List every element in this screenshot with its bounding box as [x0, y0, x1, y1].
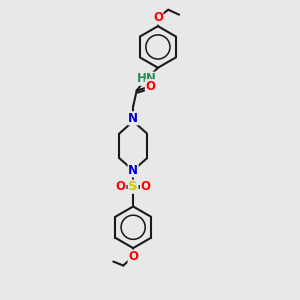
Text: N: N: [128, 112, 138, 125]
Text: O: O: [146, 80, 155, 93]
Text: O: O: [153, 11, 163, 24]
Text: HN: HN: [137, 72, 157, 85]
Text: S: S: [128, 180, 138, 193]
Text: O: O: [140, 180, 150, 193]
Text: O: O: [116, 180, 126, 193]
Text: N: N: [128, 164, 138, 177]
Text: O: O: [128, 250, 138, 263]
